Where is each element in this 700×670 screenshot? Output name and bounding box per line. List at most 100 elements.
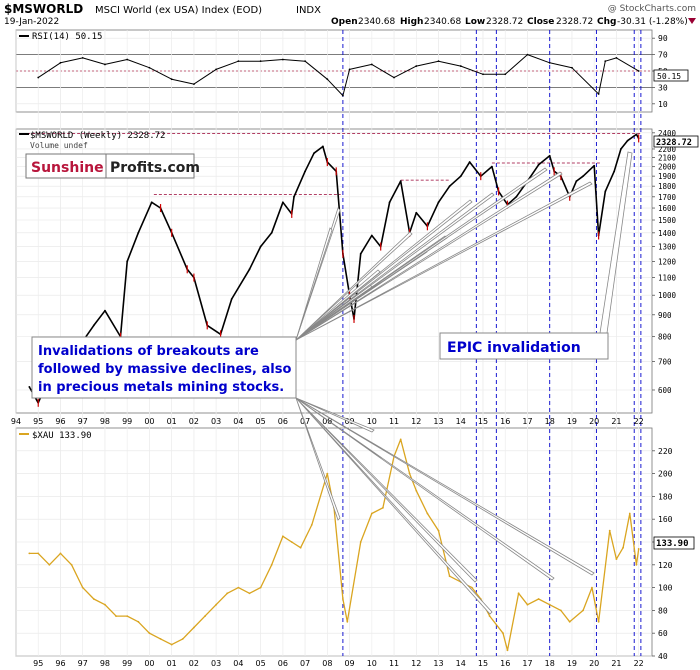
- price-series: [28, 133, 640, 407]
- xau-xtick-label-26: 21: [611, 659, 621, 668]
- rsi-point-4: [126, 58, 129, 61]
- xau-point-11: [148, 632, 151, 635]
- xau-ytick-label-0: 40: [658, 652, 668, 661]
- rsi-point-15: [348, 68, 351, 71]
- xau-point-54: [591, 586, 593, 589]
- watermark: @ StockCharts.com: [608, 4, 696, 14]
- xau-point-26: [310, 524, 313, 526]
- price-ytick-label-9: 1500: [658, 216, 677, 225]
- price-ytick-label-15: 2100: [658, 154, 677, 163]
- xau-point-47: [517, 592, 520, 595]
- xau-point-25: [299, 546, 302, 549]
- chart-date: 19-Jan-2022: [4, 17, 59, 27]
- price-point-52: [548, 154, 551, 157]
- xau-xtick-label-4: 99: [122, 659, 132, 668]
- left-annotation: Invalidations of breakouts are followed …: [31, 336, 297, 399]
- xau-point-40: [448, 575, 451, 578]
- xau-xtick-label-27: 22: [634, 659, 644, 668]
- xau-point-58: [622, 546, 624, 549]
- xau-ytick-label-9: 220: [658, 447, 673, 456]
- price-point-46: [490, 165, 493, 168]
- price-xtick-label-6: 00: [144, 417, 154, 426]
- xau-point-33: [382, 506, 384, 509]
- xau-point-61: [637, 548, 640, 550]
- rsi-point-1: [59, 61, 62, 64]
- price-point-20: [259, 245, 262, 248]
- rsi-point-5: [148, 66, 151, 69]
- price-xtick-label-14: 08: [322, 417, 332, 426]
- xau-point-48: [526, 603, 529, 606]
- svg-text:50.15: 50.15: [657, 72, 681, 81]
- price-xtick-label-27: 21: [611, 417, 621, 426]
- xau-ytick-label-6: 160: [658, 515, 673, 524]
- logo-text-sunshine: Sunshine: [31, 160, 104, 176]
- price-xtick-label-11: 05: [256, 417, 266, 426]
- xau-xtick-label-9: 04: [233, 659, 243, 668]
- rsi-point-7: [193, 83, 195, 86]
- price-ytick-label-0: 600: [658, 386, 672, 395]
- rsi-point-6: [170, 78, 173, 81]
- price-xtick-label-17: 11: [389, 417, 399, 426]
- price-point-6: [92, 324, 95, 327]
- xau-xtick-label-12: 07: [300, 659, 310, 668]
- xau-xtick-label-2: 97: [78, 659, 88, 668]
- rsi-point-11: [281, 58, 284, 61]
- price-xtick-label-0: 94: [11, 417, 21, 426]
- xau-point-35: [399, 438, 402, 441]
- xau-callout-pointer-2: [295, 397, 493, 615]
- price-point-11: [150, 201, 153, 204]
- low-value: 2328.72: [486, 17, 523, 27]
- rsi-point-29: [637, 70, 640, 72]
- price-ytick-label-13: 1900: [658, 172, 677, 181]
- price-ytick-label-4: 1000: [658, 291, 677, 300]
- xau-point-10: [137, 620, 140, 623]
- xau-xtick-label-21: 16: [500, 659, 510, 668]
- xau-xtick-label-10: 05: [256, 659, 266, 668]
- rsi-point-12: [304, 60, 306, 63]
- price-xtick-label-8: 02: [189, 417, 199, 426]
- low-label: Low: [465, 17, 485, 27]
- xau-xtick-label-18: 13: [433, 659, 443, 668]
- xau-callout-pointer-4: [295, 397, 595, 576]
- annotation-line-3: in precious metals mining stocks.: [38, 380, 284, 395]
- price-point-33: [359, 252, 362, 255]
- xau-xtick-label-13: 08: [322, 659, 332, 668]
- rsi-point-21: [482, 73, 484, 76]
- rsi-ytick-label-3: 70: [658, 51, 668, 60]
- rsi-line: [37, 54, 639, 97]
- chg-value: -30.31 (-1.28%): [617, 17, 688, 27]
- logo-text-profits: Profits.com: [110, 160, 200, 176]
- rsi-point-23: [526, 53, 529, 56]
- close-label: Close: [527, 17, 554, 27]
- xau-callout-pointer-5: [295, 397, 375, 433]
- price-ytick-label-17: 2400: [658, 129, 677, 138]
- price-ytick-label-7: 1300: [658, 243, 677, 252]
- price-point-61: [613, 170, 616, 173]
- xau-point-52: [568, 620, 571, 623]
- xau-xtick-label-1: 96: [55, 659, 65, 668]
- price-xtick-label-21: 15: [478, 417, 488, 426]
- price-callout-pointer-10: [295, 171, 563, 341]
- high-label: High: [400, 17, 423, 27]
- annotation-line-2: followed by massive declines, also: [38, 362, 291, 377]
- price-xtick-label-22: 16: [500, 417, 510, 426]
- xau-ytick-label-7: 180: [658, 492, 673, 501]
- xau-xtick-label-17: 12: [411, 659, 421, 668]
- rsi-point-24: [548, 61, 551, 64]
- price-point-41: [437, 201, 440, 204]
- price-label: $MSWORLD (Weekly) 2328.72: [30, 131, 165, 141]
- xau-value-badge: 133.90: [653, 536, 695, 550]
- xau-xtick-label-19: 14: [456, 659, 466, 668]
- xau-point-6: [92, 598, 95, 600]
- price-xtick-label-24: 18: [545, 417, 555, 426]
- xau-point-14: [181, 638, 184, 640]
- rsi-point-19: [437, 60, 440, 63]
- price-point-21: [270, 231, 273, 234]
- price-ytick-label-16: 2200: [658, 145, 677, 154]
- price-xtick-label-5: 99: [122, 417, 132, 426]
- xau-ytick-label-8: 200: [658, 470, 673, 479]
- price-point-39: [415, 211, 418, 214]
- price-xtick-label-26: 20: [589, 417, 599, 426]
- price-point-9: [126, 260, 129, 263]
- xau-point-2: [48, 563, 51, 566]
